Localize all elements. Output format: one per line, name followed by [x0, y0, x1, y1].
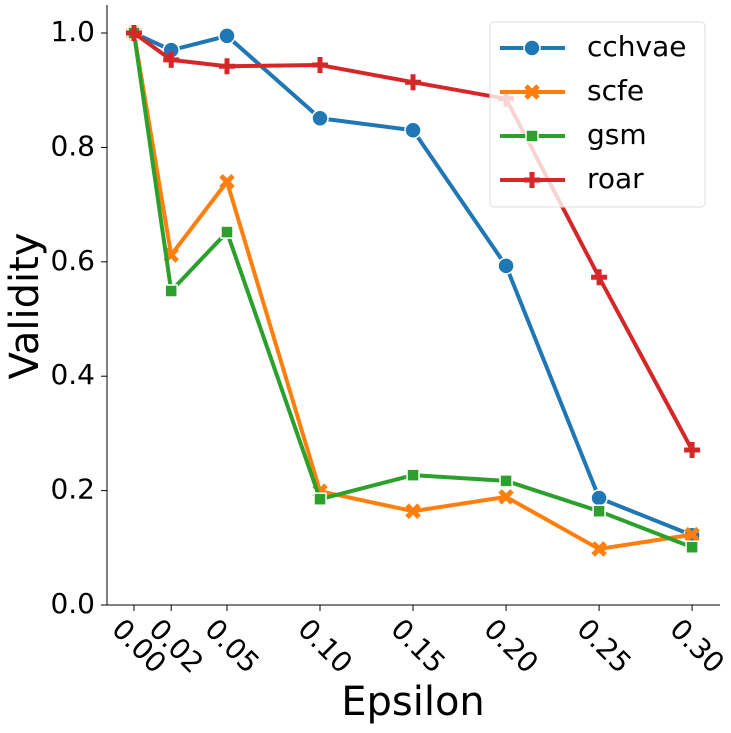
marker: [311, 109, 329, 128]
legend-marker: [523, 39, 541, 57]
marker: [591, 541, 607, 557]
y-axis-label: Validity: [2, 233, 48, 380]
series-line: [133, 31, 693, 538]
x-tick-label: 0.05: [198, 612, 265, 679]
marker: [404, 121, 422, 140]
y-tick-label: 0.4: [50, 358, 95, 391]
legend-label: roar: [587, 162, 644, 195]
marker: [220, 225, 234, 239]
marker: [497, 257, 515, 275]
marker: [313, 492, 327, 506]
legend-box: [489, 21, 706, 208]
x-tick-label: 0.10: [291, 612, 358, 679]
y-tick-label: 0.2: [50, 473, 95, 506]
marker: [684, 441, 701, 458]
legend-marker: [524, 172, 540, 188]
marker: [498, 489, 514, 505]
marker: [499, 474, 513, 488]
legend-marker: [524, 84, 540, 100]
marker: [685, 540, 699, 554]
marker: [405, 503, 421, 519]
legend-label: cchvae: [587, 30, 687, 63]
series-line: [132, 31, 694, 451]
marker: [163, 51, 180, 68]
x-tick-label: 0.15: [384, 612, 451, 679]
y-tick-label: 1.0: [50, 15, 95, 48]
legend-label: scfe: [587, 74, 644, 107]
marker: [684, 526, 700, 543]
x-tick-label: 0.20: [477, 612, 544, 679]
y-tick-label: 0.6: [50, 244, 95, 277]
y-tick-label: 0.8: [50, 129, 95, 162]
marker: [164, 284, 178, 298]
marker: [592, 504, 606, 518]
marker: [219, 173, 235, 190]
marker: [590, 489, 608, 507]
x-axis-label: Epsilon: [341, 679, 485, 725]
marker: [591, 269, 608, 286]
legend-marker: [525, 129, 539, 143]
y-tick-label: 0.0: [50, 587, 95, 620]
legend-label: gsm: [587, 118, 647, 151]
x-tick-label: 0.25: [570, 612, 637, 679]
marker: [218, 27, 236, 45]
x-tick-label: 0.30: [663, 612, 730, 679]
marker: [218, 58, 235, 75]
series-line: [131, 32, 693, 550]
marker: [405, 74, 422, 91]
marker: [312, 57, 329, 74]
marker: [125, 25, 142, 42]
marker: [406, 468, 420, 482]
legend: cchvae scfe gsm roar: [489, 21, 706, 208]
series-line: [132, 32, 693, 551]
